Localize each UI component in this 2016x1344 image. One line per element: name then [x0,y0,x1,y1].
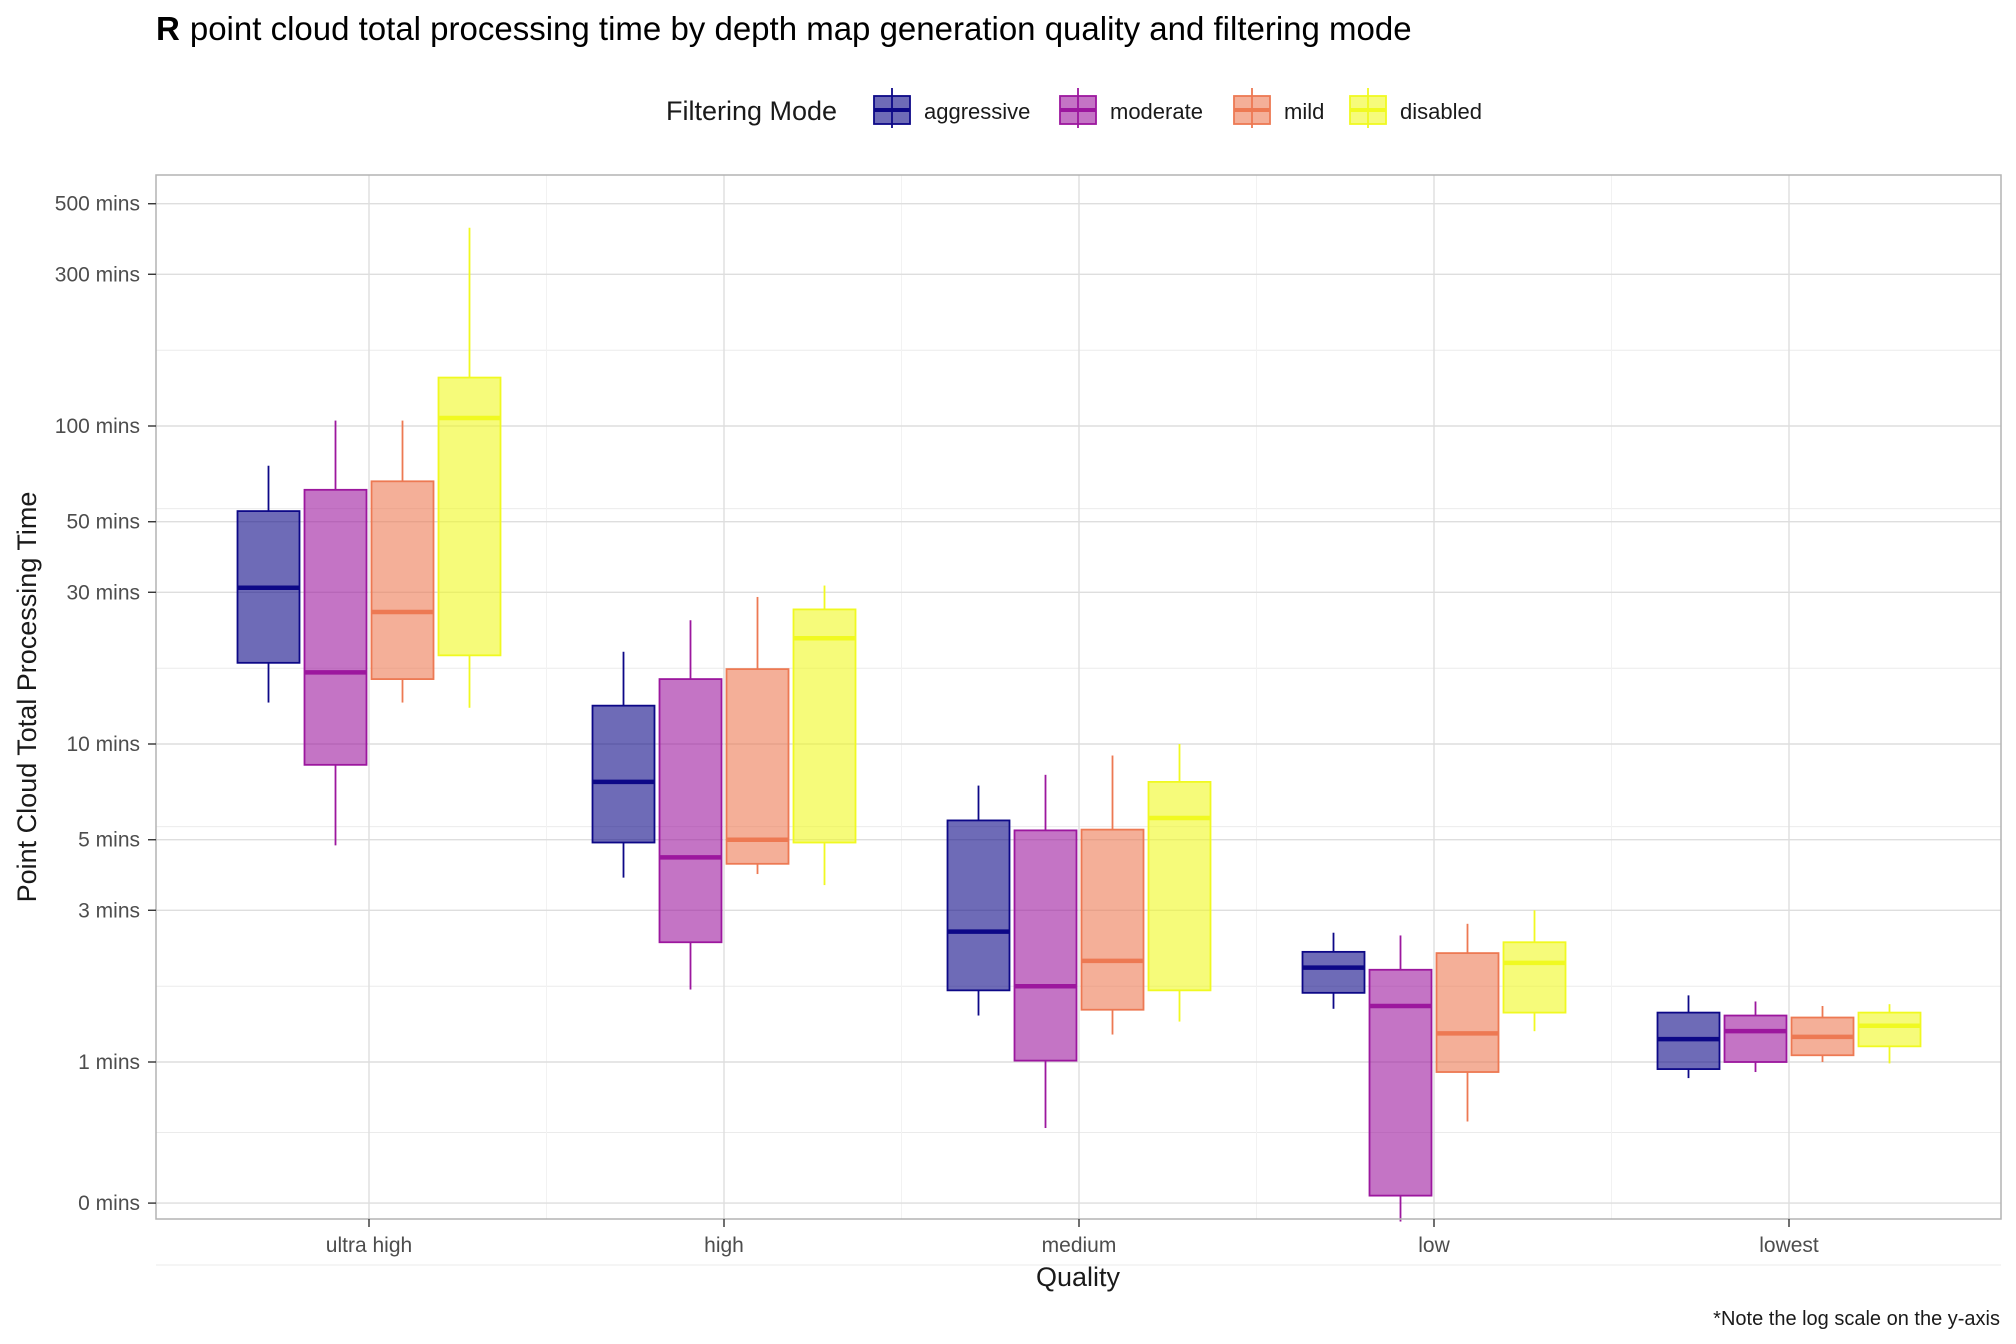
box-iqr [1723,1014,1788,1063]
box-iqr [725,668,790,865]
legend-label-aggressive: aggressive [924,99,1030,124]
series-moderate [303,420,1788,1222]
plot-area [155,174,2002,1266]
y-tick-label: 50 mins [66,511,140,534]
box-iqr [792,608,857,844]
box-iqr [1435,952,1500,1073]
y-tick-label: 30 mins [66,581,140,604]
legend-key-disabled [1349,88,1387,128]
box-iqr [1147,781,1212,992]
chart-title-text: point cloud total processing time by dep… [190,10,1412,47]
y-tick-label: 1 mins [78,1051,140,1074]
y-axis-title: Point Cloud Total Processing Time [12,492,42,903]
box-iqr [1502,941,1567,1014]
legend-key-aggressive [873,88,911,128]
legend-label-disabled: disabled [1400,99,1482,124]
box-iqr [1368,968,1433,1197]
series-mild [370,420,1855,1122]
box-series [236,227,1922,1222]
box-iqr [591,704,656,844]
y-tick-label: 0 mins [78,1192,140,1215]
legend-label-moderate: moderate [1110,99,1203,124]
x-axis-ticks: ultra high high medium low lowest [326,1219,1819,1257]
x-axis-title: Quality [1036,1262,1121,1292]
legend: Filtering Mode aggressive moderate mild dis… [666,88,1482,128]
box-iqr [370,480,435,680]
y-tick-label: 500 mins [55,193,140,216]
legend-label-mild: mild [1284,99,1324,124]
series-aggressive [236,465,1721,1079]
legend-title: Filtering Mode [666,96,837,126]
major-gridlines [156,175,2001,1219]
y-tick-label: 300 mins [55,263,140,286]
box-iqr [1013,829,1078,1062]
box-iqr [303,488,368,766]
box-iqr [1301,950,1366,994]
y-tick-label: 3 mins [78,899,140,922]
x-tick-label: lowest [1759,1234,1819,1257]
box-iqr [437,376,502,657]
x-tick-label: ultra high [326,1234,412,1257]
box-iqr [1080,828,1145,1011]
legend-key-moderate [1059,88,1097,128]
box-iqr [658,678,723,944]
box-iqr [1857,1011,1922,1048]
chart-title-bold: R [156,10,180,47]
x-tick-label: medium [1042,1234,1117,1257]
legend-key-mild [1233,88,1271,128]
y-tick-label: 100 mins [55,415,140,438]
y-axis-ticks: 500 mins 300 mins 100 mins 50 mins 30 mins 10… [55,193,156,1215]
chart-caption: *Note the log scale on the y-axis [1713,1308,2000,1330]
y-tick-label: 10 mins [66,733,140,756]
series-disabled [437,227,1922,1064]
x-tick-label: low [1418,1234,1450,1257]
y-tick-label: 5 mins [78,829,140,852]
box-iqr [946,819,1011,992]
x-tick-label: high [704,1234,744,1257]
